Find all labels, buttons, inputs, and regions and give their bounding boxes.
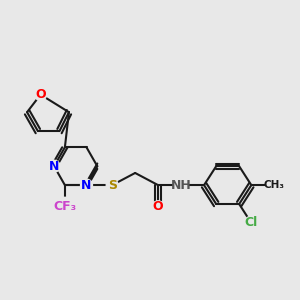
Circle shape [266, 177, 282, 193]
Text: Cl: Cl [245, 217, 258, 230]
Text: O: O [153, 200, 164, 213]
Circle shape [56, 197, 74, 216]
Text: CH₃: CH₃ [264, 180, 285, 190]
Circle shape [152, 201, 164, 213]
Text: N: N [49, 160, 59, 173]
Text: O: O [35, 88, 46, 101]
Circle shape [106, 179, 118, 191]
Circle shape [174, 178, 188, 192]
Text: NH: NH [171, 178, 191, 192]
Circle shape [81, 179, 92, 191]
Circle shape [34, 89, 46, 100]
Circle shape [48, 160, 60, 172]
Text: N: N [81, 178, 92, 192]
Circle shape [244, 216, 258, 230]
Text: CF₃: CF₃ [53, 200, 76, 213]
Text: S: S [108, 178, 117, 192]
